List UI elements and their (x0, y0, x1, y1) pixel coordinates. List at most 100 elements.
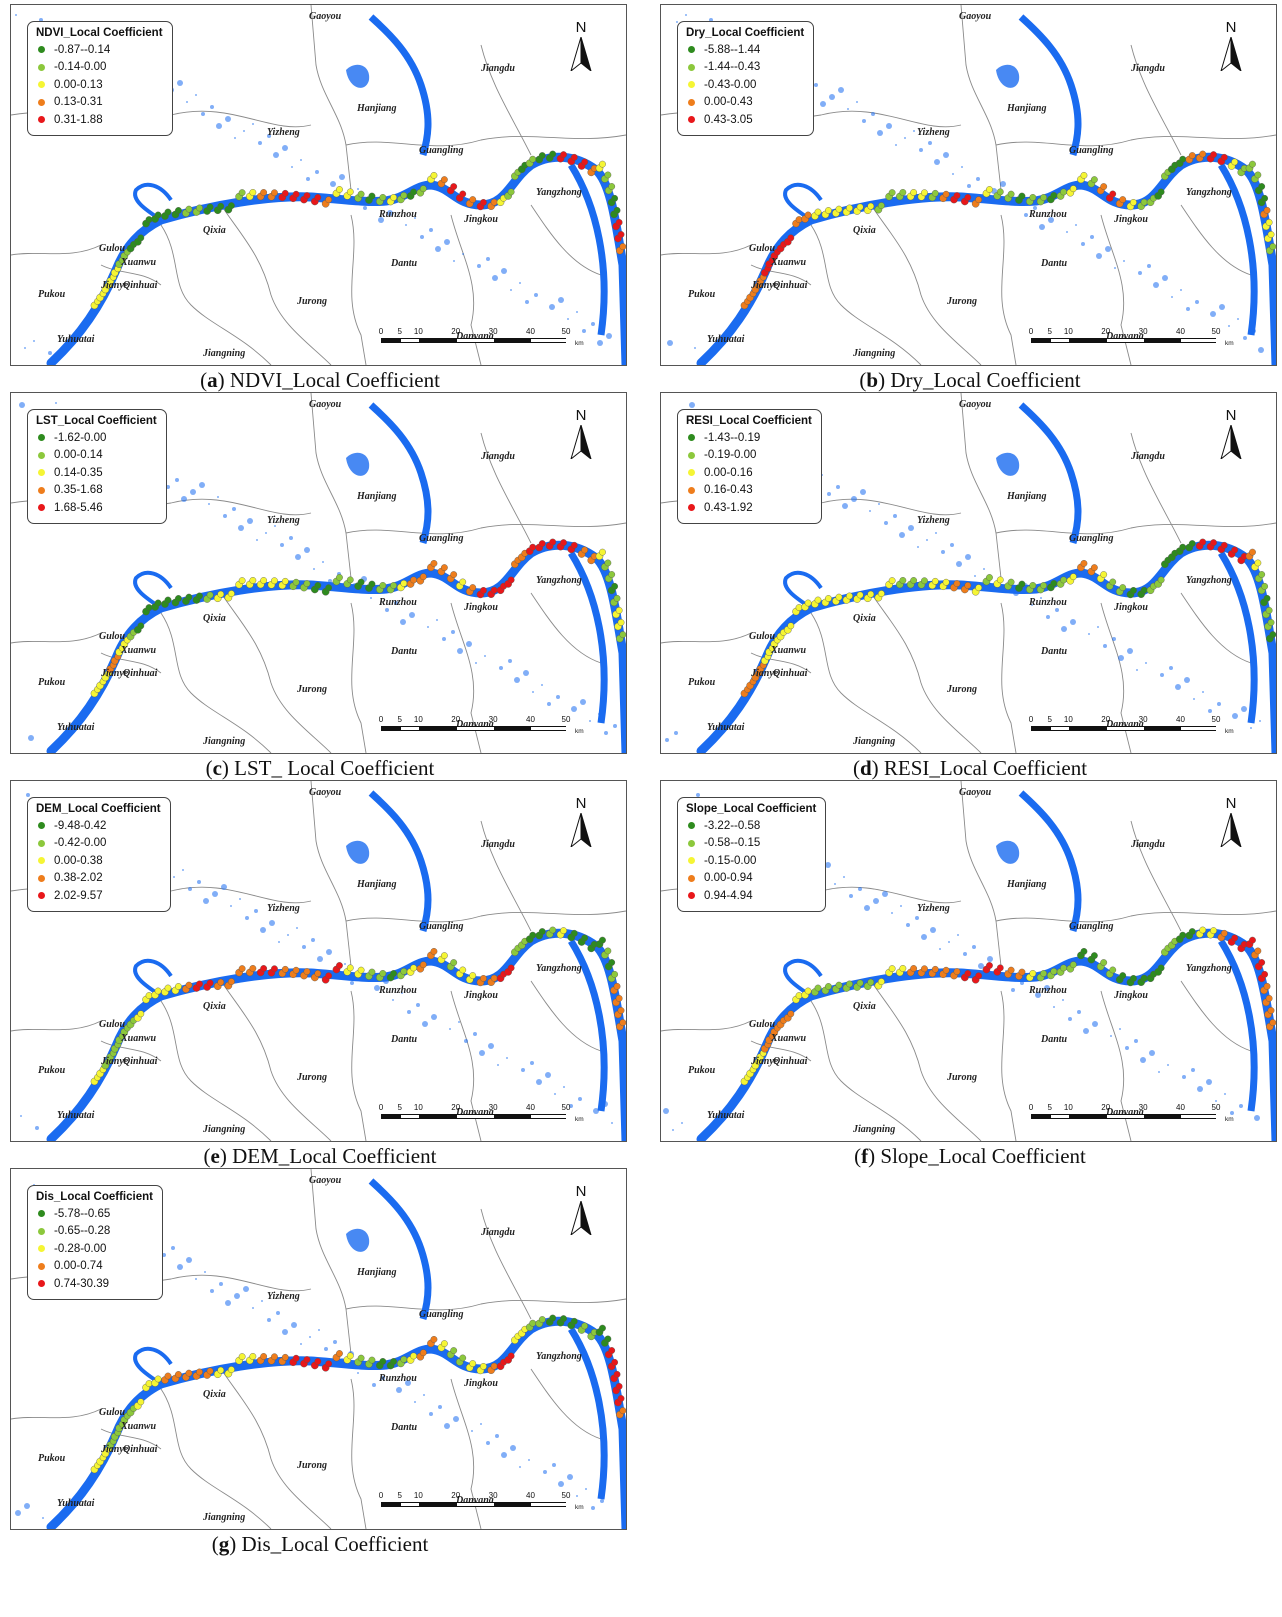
sample-point (921, 577, 928, 585)
sample-point (1050, 192, 1058, 199)
panel-caption: (b) Dry_Local Coefficient (859, 368, 1081, 392)
sample-point (975, 584, 983, 592)
legend-label: -0.42-0.00 (54, 837, 107, 850)
legend-item: -1.62-0.00 (36, 429, 157, 447)
legend-swatch (38, 1262, 45, 1270)
sample-point (1258, 959, 1266, 966)
legend-item: -3.22--0.58 (686, 817, 816, 835)
place-label: Gulou (749, 243, 776, 254)
map-panel-g: Gaoyou Jiangdu Hanjiang Yizheng Guangling Yan… (0, 1164, 640, 1556)
scale-bar-segments (381, 1114, 567, 1119)
sample-point (986, 186, 993, 193)
sample-point (825, 983, 832, 990)
place-label: Runzhou (1029, 209, 1067, 220)
map-frame: Gaoyou Jiangdu Hanjiang Yizheng Guangling Yan… (10, 1168, 627, 1530)
sample-point (410, 964, 417, 972)
place-label: Danyang (456, 1495, 494, 1506)
scale-bar-segments (1031, 338, 1217, 343)
legend-swatch (688, 486, 695, 494)
place-label: Yizheng (267, 515, 300, 526)
place-label: Gulou (749, 631, 776, 642)
place-label: Jurong (297, 1072, 328, 1083)
sample-point (538, 540, 546, 547)
place-label: Jiangning (853, 736, 896, 747)
sample-point (617, 1395, 625, 1402)
sample-point (1007, 190, 1015, 198)
legend-label: -3.22--0.58 (704, 819, 761, 832)
legend-label: -1.44--0.43 (704, 61, 761, 74)
sample-point (1119, 196, 1127, 203)
sample-point (996, 576, 1004, 584)
scale-tick-label: 30 (488, 1491, 498, 1500)
sample-point (1140, 974, 1148, 982)
place-label: Gaoyou (959, 787, 992, 798)
place-label: Runzhou (1029, 597, 1067, 608)
place-label: Guangling (1069, 533, 1114, 544)
sample-point (419, 185, 427, 193)
legend-item: 1.68-5.46 (36, 499, 157, 517)
sample-point (281, 189, 289, 197)
sample-point (1157, 964, 1165, 972)
map-frame: Gaoyou Jiangdu Hanjiang Yizheng Guangling Yan… (10, 780, 627, 1142)
place-label: Yuhuatai (57, 1498, 95, 1509)
legend-swatch (688, 46, 695, 54)
legend-swatch (38, 46, 45, 54)
sample-point (490, 586, 498, 594)
place-label: Jingkou (464, 990, 498, 1001)
sample-point (899, 577, 907, 584)
sample-point (604, 559, 612, 567)
north-label: N (575, 795, 587, 812)
sample-point (459, 190, 467, 198)
legend-title: NDVI_Local Coefficient (36, 27, 163, 39)
scale-tick-label: 5 (397, 327, 402, 336)
sample-point (314, 1358, 322, 1365)
sample-point (346, 576, 354, 584)
legend-swatch (688, 822, 695, 830)
sample-point (281, 965, 289, 973)
caption-letter: f (861, 1144, 869, 1168)
map-canvas (661, 393, 1276, 753)
sample-point (608, 1347, 616, 1354)
sample-point (1220, 541, 1228, 549)
sample-point (1261, 970, 1269, 978)
legend-label: 0.38-2.02 (54, 872, 103, 885)
legend-item: -0.14-0.00 (36, 59, 163, 77)
place-label: Qixia (853, 1001, 876, 1012)
legend-swatch (688, 451, 695, 459)
sample-point (1199, 150, 1207, 158)
sample-point (368, 192, 376, 200)
legend-item: -0.15-0.00 (686, 852, 816, 870)
place-label: Jiangning (853, 348, 896, 359)
place-label: Xuanwu (121, 257, 157, 268)
legend-title: RESI_Local Coefficient (686, 415, 812, 427)
sample-point (154, 987, 162, 995)
sample-point (825, 207, 832, 214)
sample-point (986, 574, 993, 581)
legend-swatch (688, 839, 695, 847)
sample-point (196, 1368, 203, 1376)
sample-point (164, 984, 172, 992)
sample-point (238, 189, 246, 197)
legend-swatch (688, 434, 695, 442)
sample-point (964, 970, 972, 977)
sample-point (480, 974, 487, 982)
legend-swatch (38, 469, 45, 477)
scale-bar-segments (1031, 726, 1217, 731)
scale-tick-label: 0 (378, 327, 384, 336)
scale-tick-label: 0 (1028, 1103, 1034, 1112)
scale-bar: 0 5 10 20 30 40 50 km (1028, 1103, 1236, 1129)
sample-point (400, 192, 408, 199)
sample-point (615, 995, 623, 1002)
sample-point (619, 243, 626, 251)
place-label: Xuanwu (121, 1421, 157, 1432)
sample-point (795, 992, 803, 999)
legend: LST_Local Coefficient -1.62-0.00 0.00-0.14… (27, 409, 167, 524)
sample-point (325, 584, 333, 592)
sample-point (1130, 198, 1137, 206)
scale-bar-segments (381, 1502, 567, 1507)
sample-point (1267, 1007, 1275, 1014)
legend-item: 0.00-0.74 (36, 1258, 153, 1276)
sample-point (1231, 158, 1239, 166)
sample-point (390, 970, 397, 977)
sample-point (145, 604, 153, 611)
